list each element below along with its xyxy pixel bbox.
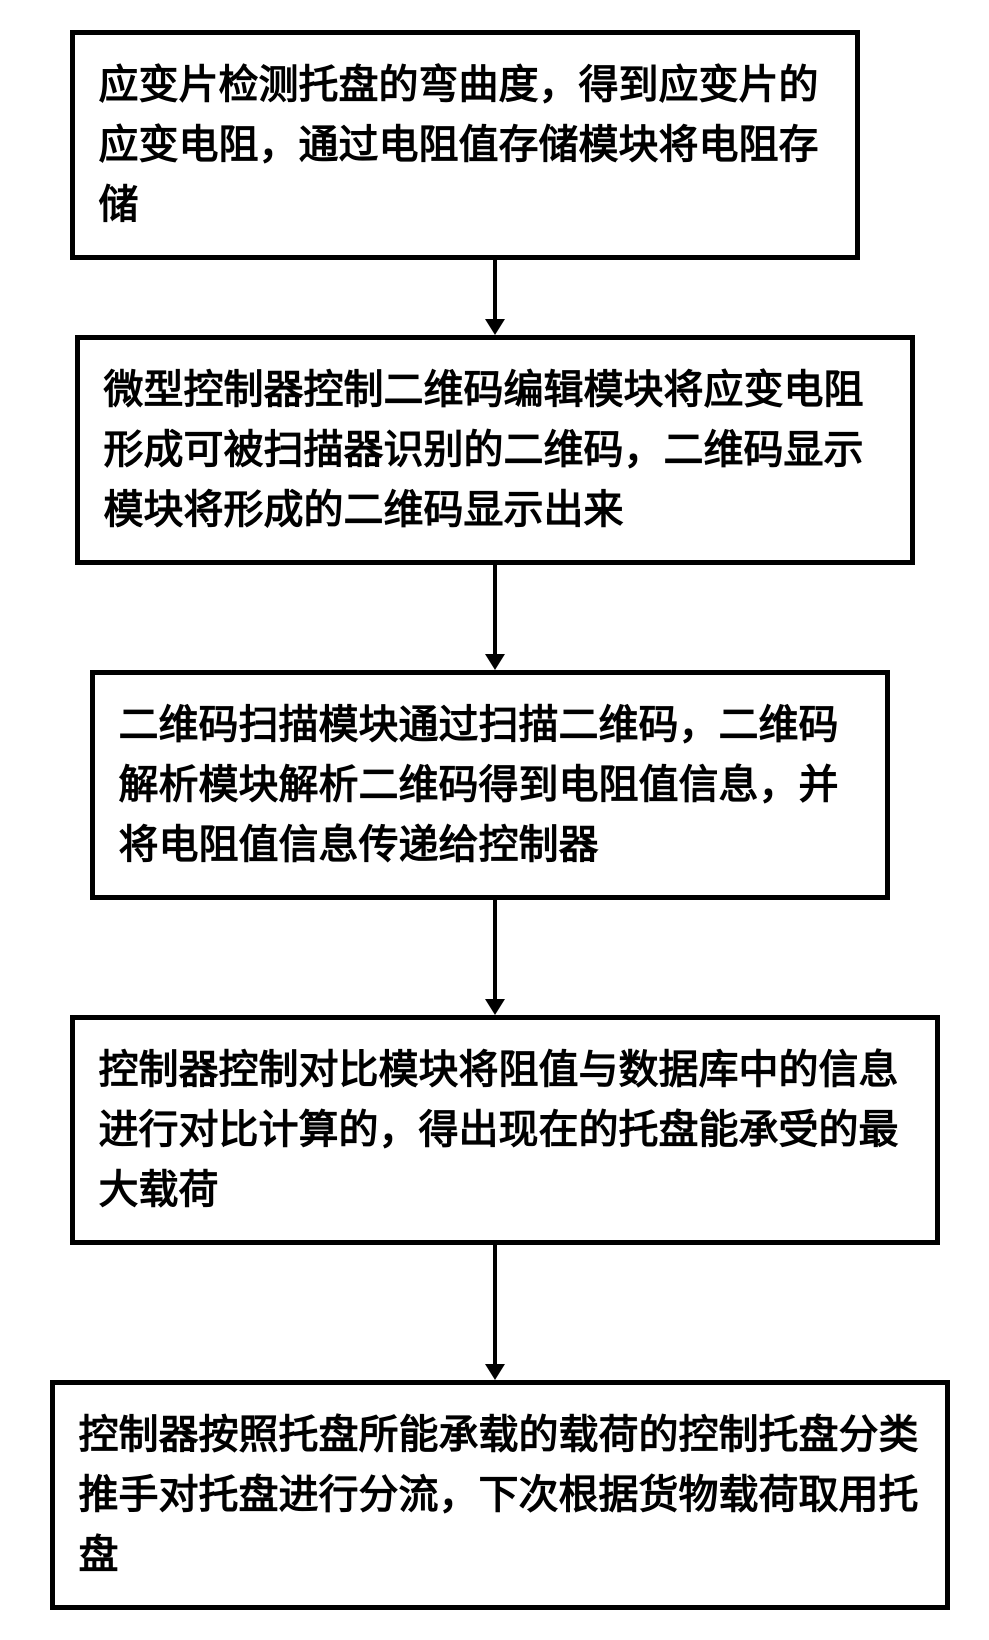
flowchart-arrow-2 [485, 565, 505, 670]
arrow-line [493, 1245, 497, 1365]
arrow-head-icon [485, 319, 505, 335]
flowchart-step-2: 微型控制器控制二维码编辑模块将应变电阻形成可被扫描器识别的二维码，二维码显示模块… [75, 335, 915, 565]
flowchart-container: 应变片检测托盘的弯曲度，得到应变片的应变电阻，通过电阻值存储模块将电阻存储 微型… [35, 30, 955, 1610]
flowchart-arrow-1 [485, 260, 505, 335]
step-2-text: 微型控制器控制二维码编辑模块将应变电阻形成可被扫描器识别的二维码，二维码显示模块… [104, 367, 864, 532]
arrow-head-icon [485, 1364, 505, 1380]
arrow-line [493, 260, 497, 320]
step-3-text: 二维码扫描模块通过扫描二维码，二维码解析模块解析二维码得到电阻值信息，并将电阻值… [119, 702, 839, 867]
step-4-text: 控制器控制对比模块将阻值与数据库中的信息进行对比计算的，得出现在的托盘能承受的最… [99, 1047, 899, 1212]
flowchart-step-4: 控制器控制对比模块将阻值与数据库中的信息进行对比计算的，得出现在的托盘能承受的最… [70, 1015, 940, 1245]
step-1-text: 应变片检测托盘的弯曲度，得到应变片的应变电阻，通过电阻值存储模块将电阻存储 [99, 62, 819, 227]
flowchart-arrow-4 [485, 1245, 505, 1380]
arrow-line [493, 900, 497, 1000]
flowchart-step-1: 应变片检测托盘的弯曲度，得到应变片的应变电阻，通过电阻值存储模块将电阻存储 [70, 30, 860, 260]
flowchart-step-5: 控制器按照托盘所能承载的载荷的控制托盘分类推手对托盘进行分流，下次根据货物载荷取… [50, 1380, 950, 1610]
step-5-text: 控制器按照托盘所能承载的载荷的控制托盘分类推手对托盘进行分流，下次根据货物载荷取… [79, 1412, 919, 1577]
flowchart-arrow-3 [485, 900, 505, 1015]
arrow-line [493, 565, 497, 655]
arrow-head-icon [485, 654, 505, 670]
flowchart-step-3: 二维码扫描模块通过扫描二维码，二维码解析模块解析二维码得到电阻值信息，并将电阻值… [90, 670, 890, 900]
arrow-head-icon [485, 999, 505, 1015]
